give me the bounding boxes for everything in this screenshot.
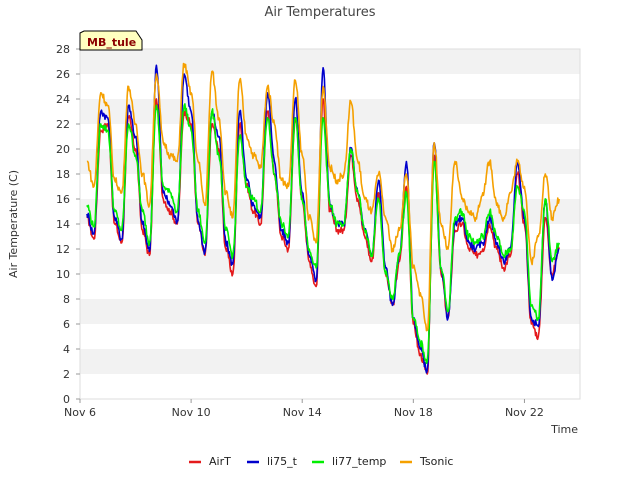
y-tick-label: 20 — [56, 143, 70, 156]
x-tick-label: Nov 22 — [505, 406, 544, 419]
site-badge-shape — [79, 30, 143, 51]
y-tick-label: 14 — [56, 218, 70, 231]
y-tick-label: 22 — [56, 118, 70, 131]
y-tick-label: 28 — [56, 43, 70, 56]
y-tick-label: 0 — [63, 393, 70, 406]
legend-label: AirT — [209, 455, 231, 468]
y-tick-label: 12 — [56, 243, 70, 256]
x-tick-label: Nov 10 — [172, 406, 211, 419]
y-tick-label: 18 — [56, 168, 70, 181]
y-tick-label: 10 — [56, 268, 70, 281]
y-tick-label: 8 — [63, 293, 70, 306]
y-tick-label: 24 — [56, 93, 70, 106]
y-tick-label: 4 — [63, 343, 70, 356]
grid-band — [80, 49, 580, 74]
y-tick-label: 6 — [63, 318, 70, 331]
series-lines — [86, 62, 560, 375]
y-axis-label: Air Temperature (C) — [7, 170, 20, 278]
grid-band — [80, 174, 580, 199]
series-line-tsonic — [86, 62, 560, 332]
grid-band — [80, 224, 580, 249]
series-line-li75-t — [86, 64, 560, 374]
x-tick-label: Nov 18 — [394, 406, 433, 419]
grid-band — [80, 99, 580, 124]
legend-label: li75_t — [267, 455, 298, 468]
site-badge-label: MB_tule — [87, 36, 136, 49]
x-tick-label: Nov 14 — [283, 406, 322, 419]
x-axis-ticks: Nov 6 Nov 10 Nov 14 Nov 18 Nov 22 — [64, 399, 544, 419]
grid-band — [80, 249, 580, 274]
grid-band — [80, 274, 580, 299]
x-tick-label: Nov 6 — [64, 406, 96, 419]
series-line-li77-temp — [86, 103, 560, 364]
legend-label: Tsonic — [419, 455, 453, 468]
x-axis-label: Time — [550, 423, 578, 436]
grid-band — [80, 74, 580, 99]
y-tick-label: 2 — [63, 368, 70, 381]
y-tick-label: 26 — [56, 68, 70, 81]
grid-band — [80, 299, 580, 324]
grid-band — [80, 374, 580, 399]
chart-title: Air Temperatures — [264, 5, 375, 20]
grid-band — [80, 324, 580, 349]
site-badge: MB_tule — [79, 30, 143, 51]
y-tick-label: 16 — [56, 193, 70, 206]
grid-band — [80, 349, 580, 374]
legend-label: li77_temp — [332, 455, 386, 468]
chart-legend: AirT li75_t li77_temp Tsonic — [189, 455, 453, 468]
series-line-airt — [86, 98, 560, 375]
